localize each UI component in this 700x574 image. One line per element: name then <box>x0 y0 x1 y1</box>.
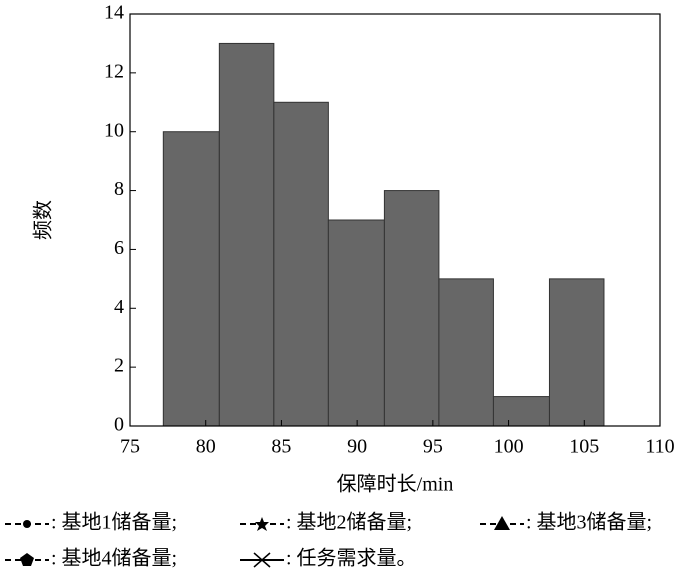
legend-marker <box>20 553 34 566</box>
bar <box>327 219 385 427</box>
bar <box>218 42 275 427</box>
legend-marker <box>255 517 269 531</box>
x-tick-label: 75 <box>120 436 140 458</box>
x-tick-label: 85 <box>271 436 291 458</box>
legend-label: : 任务需求量。 <box>286 547 417 570</box>
x-tick-label: 110 <box>645 436 674 458</box>
y-tick-label: 4 <box>114 296 124 318</box>
bar <box>548 278 605 427</box>
y-tick-label: 0 <box>114 414 124 436</box>
bar <box>492 396 550 427</box>
bar <box>162 131 220 427</box>
legend-label: : 基地1储备量; <box>51 511 177 534</box>
x-tick-label: 80 <box>196 436 216 458</box>
legend-label: : 基地2储备量; <box>286 511 412 534</box>
bar <box>383 190 440 427</box>
y-tick-label: 12 <box>104 60 124 82</box>
y-axis-label: 频数 <box>32 200 55 240</box>
x-tick-label: 105 <box>569 436 599 458</box>
bar <box>273 101 329 427</box>
y-tick-label: 2 <box>114 355 124 377</box>
legend-marker <box>23 520 31 528</box>
legend-label: : 基地4储备量; <box>51 547 177 570</box>
x-axis-label: 保障时长/min <box>337 473 454 496</box>
legend-marker <box>494 516 510 530</box>
plot-frame <box>129 13 661 427</box>
legend-label: : 基地3储备量; <box>526 511 652 534</box>
bar <box>438 278 494 427</box>
x-tick-label: 90 <box>347 436 367 458</box>
y-tick-label: 10 <box>104 119 124 141</box>
y-tick-label: 6 <box>114 237 124 259</box>
y-tick-label: 14 <box>104 2 124 24</box>
x-tick-label: 100 <box>494 436 524 458</box>
y-tick-label: 8 <box>114 178 124 200</box>
x-tick-label: 95 <box>423 436 443 458</box>
legend-marker <box>253 552 271 568</box>
